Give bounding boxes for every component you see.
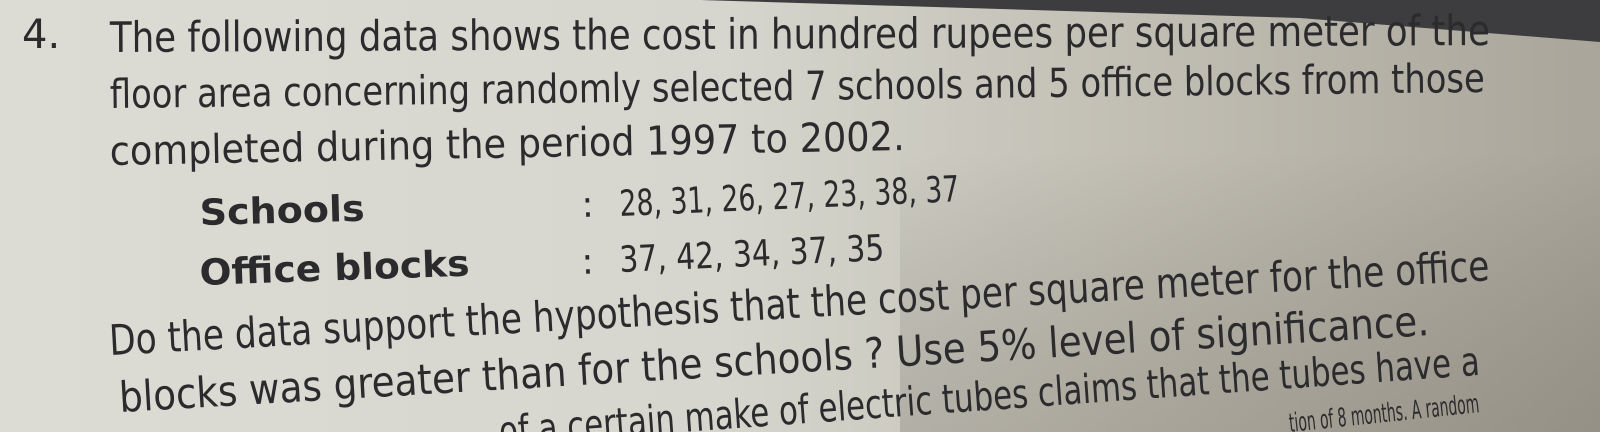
row-label: Office blocks (199, 244, 470, 294)
row-separator: : (581, 241, 595, 283)
background-edge (700, 0, 1600, 42)
text-line: The following data shows the cost in hun… (109, 6, 1490, 62)
question-number: 4. (22, 12, 60, 58)
row-separator: : (581, 185, 595, 226)
shadow (900, 150, 1600, 432)
row-label: Schools (199, 189, 365, 234)
